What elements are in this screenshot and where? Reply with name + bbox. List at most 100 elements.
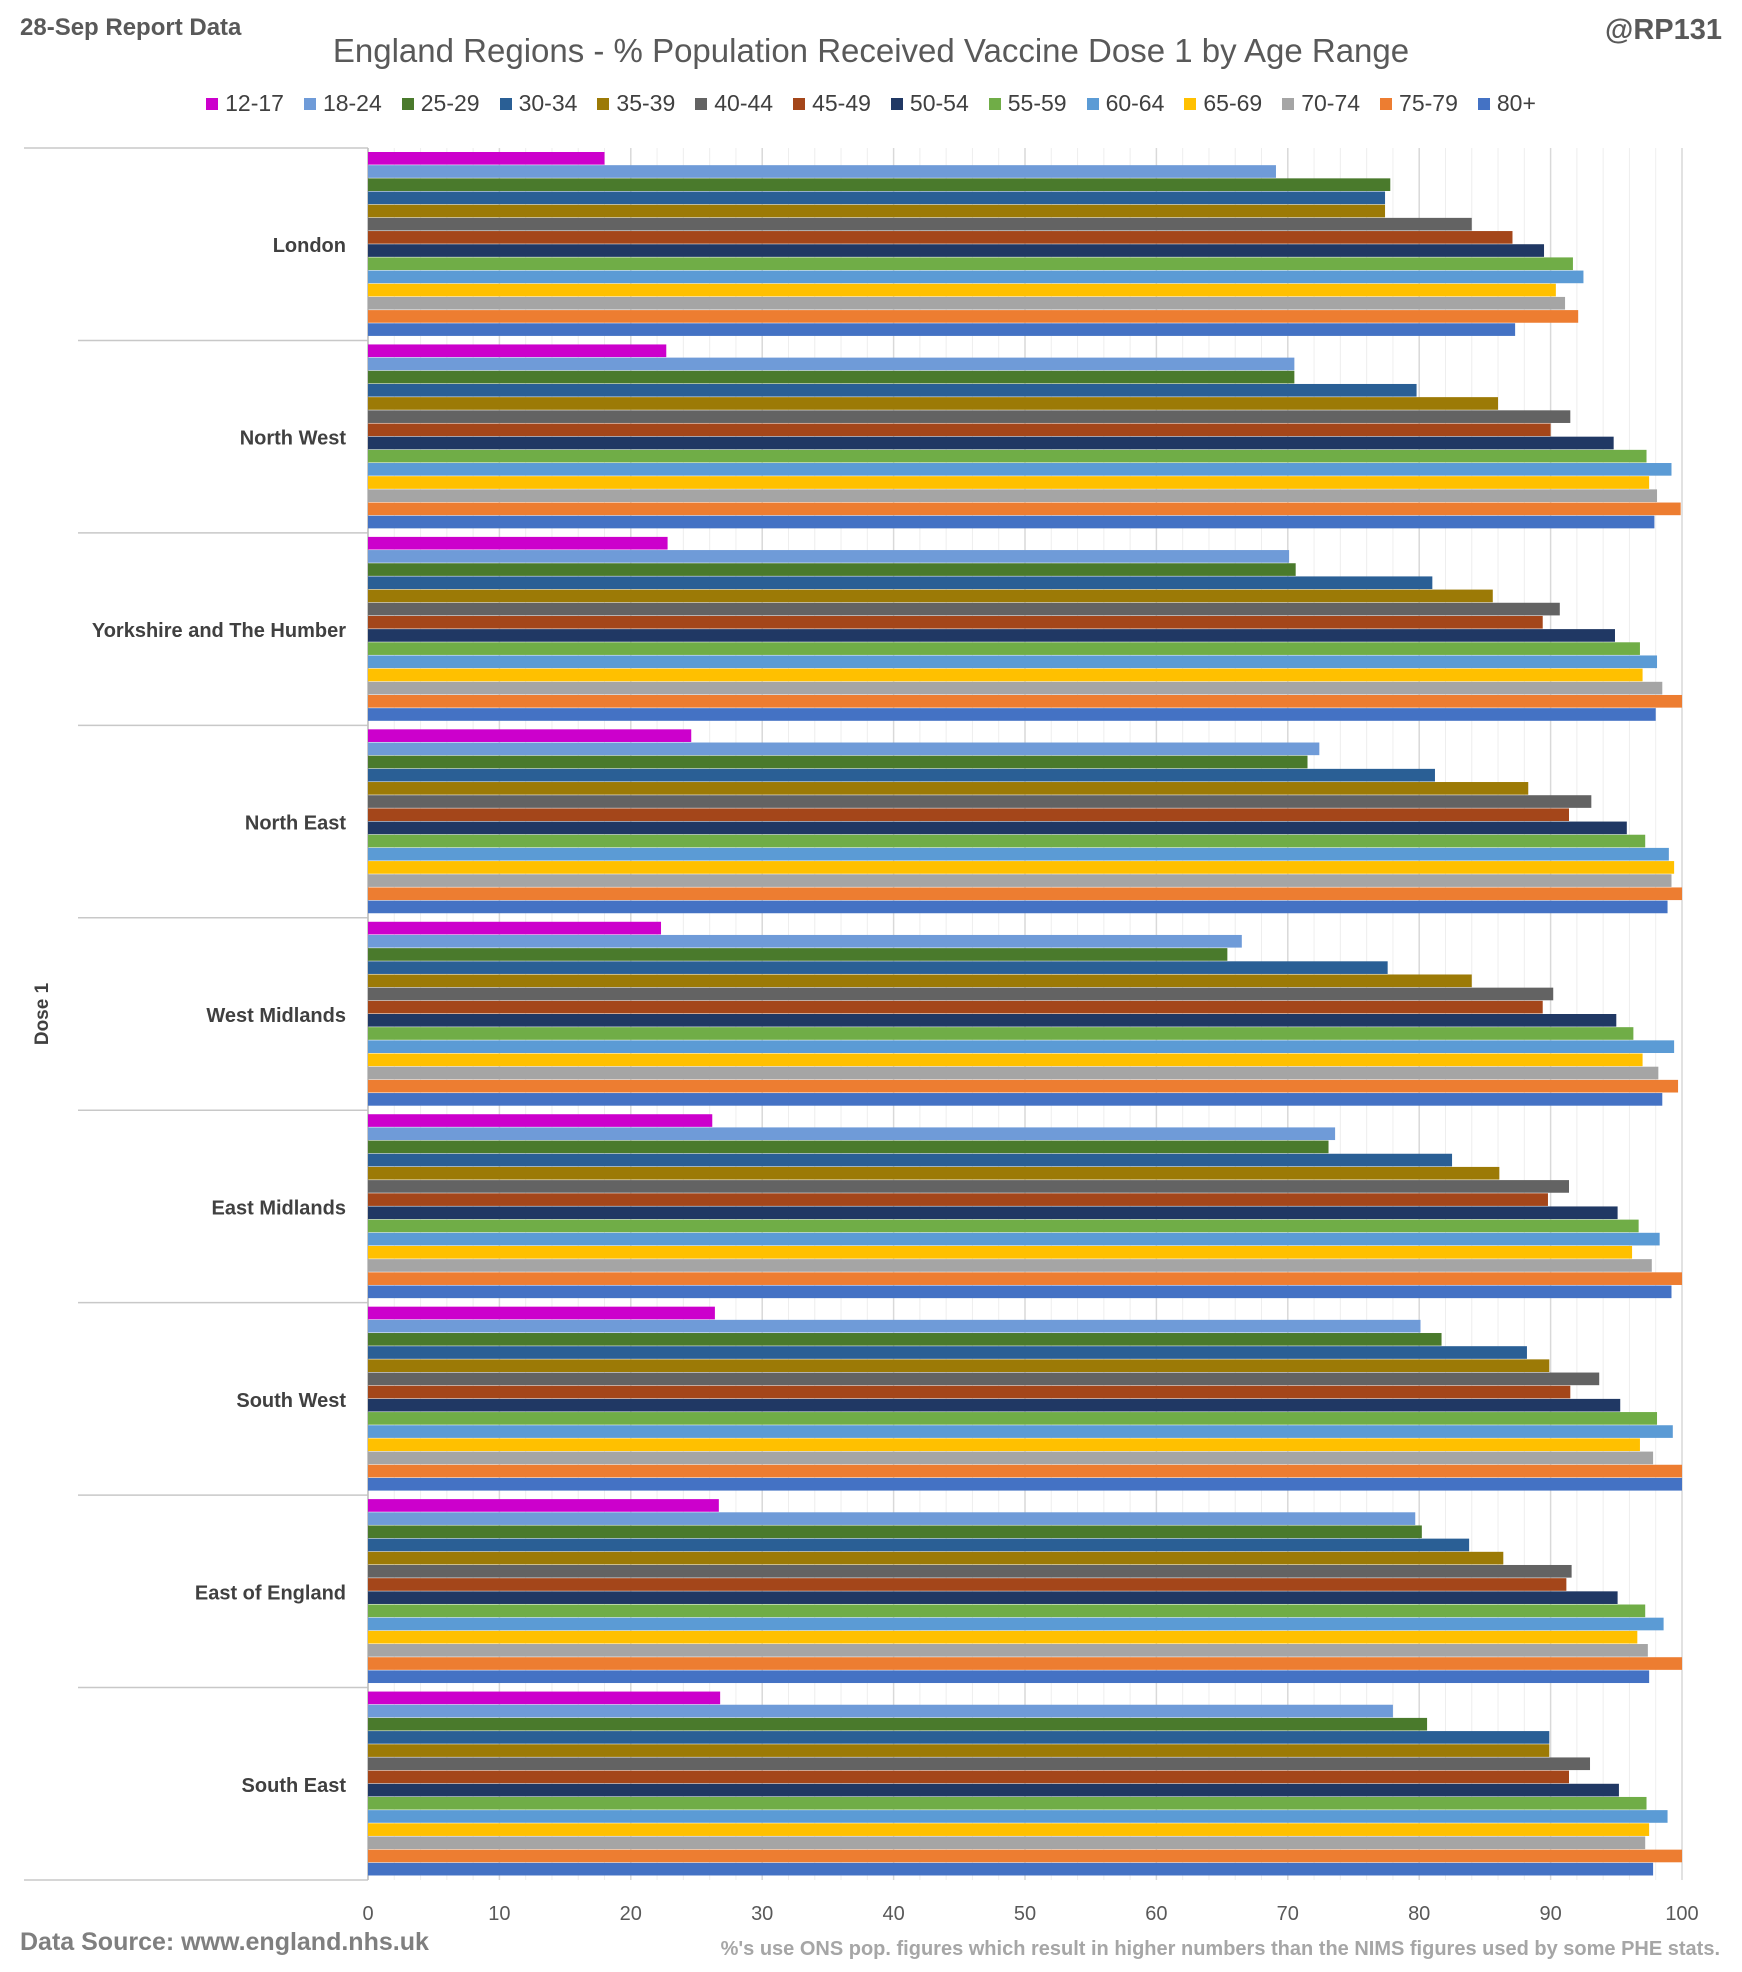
- bar-east-of-england-75-79: [368, 1657, 1682, 1670]
- legend-item-60-64: 60-64: [1086, 90, 1165, 117]
- legend-swatch: [597, 97, 610, 110]
- category-label: West Midlands: [206, 1005, 346, 1027]
- bar-south-east-60-64: [368, 1810, 1668, 1823]
- bar-yorkshire-and-the-humber-55-59: [368, 642, 1640, 655]
- bar-south-west-30-34: [368, 1346, 1527, 1359]
- category-label: South East: [242, 1775, 347, 1797]
- bar-south-west-35-39: [368, 1359, 1550, 1373]
- legend-item-25-29: 25-29: [401, 90, 480, 117]
- bar-east-of-england-55-59: [368, 1604, 1646, 1618]
- bar-north-east-50-54: [368, 821, 1627, 835]
- bar-east-midlands-12-17: [368, 1114, 713, 1127]
- bar-north-east-18-24: [368, 742, 1320, 756]
- bar-london-18-24: [368, 165, 1276, 178]
- bar-south-east-40-44: [368, 1757, 1591, 1771]
- bar-east-of-england-70-74: [368, 1644, 1648, 1657]
- bar-yorkshire-and-the-humber-35-39: [368, 589, 1493, 603]
- bar-west-midlands-70-74: [368, 1066, 1659, 1080]
- legend-swatch: [1282, 97, 1295, 110]
- legend-label: 70-74: [1301, 90, 1361, 116]
- bar-south-east-18-24: [368, 1704, 1393, 1718]
- bar-north-west-55-59: [368, 449, 1647, 463]
- bar-east-of-england-40-44: [368, 1564, 1572, 1578]
- bar-east-midlands-40-44: [368, 1180, 1569, 1193]
- x-tick-label: 60: [1145, 1903, 1167, 1925]
- bar-north-east-55-59: [368, 834, 1646, 848]
- bar-south-east-70-74: [368, 1836, 1646, 1850]
- bar-west-midlands-40-44: [368, 987, 1554, 1001]
- bar-yorkshire-and-the-humber-12-17: [368, 536, 668, 550]
- bar-north-west-12-17: [368, 344, 667, 358]
- author-handle: @RP131: [1605, 14, 1722, 46]
- legend-label: 45-49: [812, 90, 871, 116]
- legend-swatch: [1184, 97, 1197, 110]
- bar-south-west-55-59: [368, 1412, 1658, 1425]
- bar-north-west-75-79: [368, 502, 1681, 516]
- bar-south-east-55-59: [368, 1796, 1647, 1810]
- bar-east-of-england-25-29: [368, 1525, 1422, 1539]
- category-label: London: [273, 235, 346, 257]
- bar-london-80-: [368, 323, 1516, 336]
- footnote: %'s use ONS pop. figures which result in…: [720, 1938, 1720, 1960]
- bar-west-midlands-75-79: [368, 1079, 1679, 1093]
- bar-yorkshire-and-the-humber-70-74: [368, 681, 1663, 695]
- x-tick-label: 30: [751, 1903, 773, 1925]
- bar-south-east-25-29: [368, 1717, 1428, 1731]
- bar-east-midlands-30-34: [368, 1153, 1453, 1167]
- bar-north-west-30-34: [368, 383, 1417, 397]
- category-label: South West: [236, 1390, 346, 1412]
- data-source: Data Source: www.england.nhs.uk: [20, 1928, 429, 1956]
- bar-west-midlands-45-49: [368, 1000, 1543, 1014]
- bar-east-midlands-25-29: [368, 1140, 1329, 1154]
- legend-item-65-69: 65-69: [1184, 90, 1262, 117]
- bar-london-30-34: [368, 191, 1386, 205]
- bar-london-35-39: [368, 204, 1386, 218]
- bar-south-west-60-64: [368, 1425, 1673, 1438]
- chart-title: England Regions - % Population Received …: [332, 32, 1410, 69]
- bar-yorkshire-and-the-humber-25-29: [368, 563, 1296, 576]
- bar-east-midlands-35-39: [368, 1166, 1500, 1180]
- bar-east-midlands-60-64: [368, 1232, 1660, 1246]
- chart-legend: 12-17 18-24 25-29 30-34 35-39 40-44 45-49 50-54…: [0, 90, 1742, 117]
- legend-item-75-79: 75-79: [1380, 90, 1458, 117]
- category-label: East Midlands: [212, 1197, 346, 1219]
- legend-label: 50-54: [909, 90, 969, 116]
- bar-north-east-35-39: [368, 782, 1529, 795]
- bar-north-east-75-79: [368, 887, 1682, 901]
- legend-label: 18-24: [322, 90, 382, 116]
- bar-west-midlands-50-54: [368, 1014, 1617, 1027]
- bar-east-midlands-45-49: [368, 1193, 1548, 1206]
- legend-label: 12-17: [225, 90, 284, 116]
- y-axis-title: Dose 1: [32, 982, 53, 1045]
- bar-yorkshire-and-the-humber-80-: [368, 708, 1656, 721]
- bar-south-west-75-79: [368, 1464, 1682, 1478]
- legend-item-80-: 80+: [1477, 90, 1536, 117]
- bar-london-55-59: [368, 257, 1573, 271]
- bar-east-of-england-65-69: [368, 1630, 1638, 1644]
- bar-yorkshire-and-the-humber-18-24: [368, 550, 1290, 563]
- category-label: North West: [240, 428, 347, 450]
- bar-west-midlands-80-: [368, 1093, 1663, 1106]
- bar-west-midlands-30-34: [368, 961, 1388, 974]
- bar-south-west-50-54: [368, 1398, 1621, 1412]
- legend-label: 35-39: [616, 90, 676, 116]
- legend-swatch: [499, 97, 512, 110]
- legend-label: 80+: [1496, 90, 1536, 116]
- bar-south-east-80-: [368, 1862, 1654, 1876]
- legend-item-35-39: 35-39: [597, 90, 675, 117]
- bar-north-west-45-49: [368, 423, 1551, 437]
- bar-south-west-65-69: [368, 1438, 1640, 1452]
- bar-london-75-79: [368, 310, 1579, 323]
- bar-north-east-70-74: [368, 874, 1672, 887]
- bar-north-west-18-24: [368, 357, 1295, 371]
- legend-label: 60-64: [1105, 90, 1165, 116]
- legend-swatch: [206, 97, 219, 110]
- bar-london-25-29: [368, 178, 1391, 191]
- bar-east-of-england-35-39: [368, 1551, 1504, 1565]
- bar-east-midlands-18-24: [368, 1127, 1336, 1141]
- bar-west-midlands-55-59: [368, 1027, 1634, 1040]
- category-label: Yorkshire and The Humber: [92, 620, 346, 642]
- legend-label: 75-79: [1399, 90, 1458, 116]
